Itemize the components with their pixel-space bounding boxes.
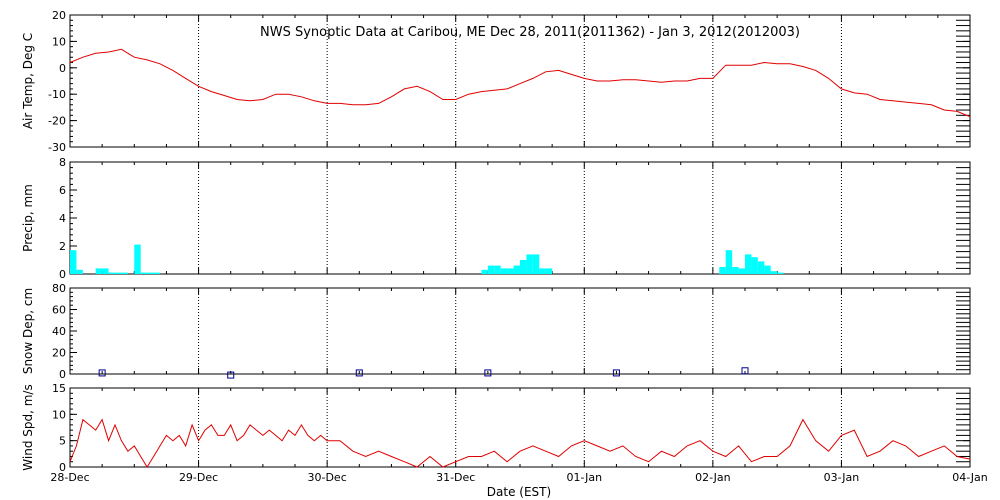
precip-bar	[494, 265, 501, 274]
precip-bar	[513, 265, 520, 274]
y-tick-label: 8	[59, 156, 66, 169]
y-tick-label: 10	[52, 408, 66, 421]
panel-2: 0 2 4 6 8 Precip, mm	[21, 156, 971, 281]
panel-4: 0 5 10 15 Wind Spd, m/s	[21, 382, 971, 474]
precip-bar	[770, 271, 778, 274]
precip-bar	[745, 254, 752, 274]
series-line	[69, 418, 971, 468]
snow-depth-point	[227, 371, 235, 379]
y-tick-label: 0	[59, 368, 66, 381]
precip-bar	[140, 272, 148, 274]
precip-bar	[153, 272, 160, 274]
precip-bar	[520, 260, 527, 274]
y-tick-label: 5	[59, 435, 66, 448]
precip-bar	[719, 267, 726, 274]
y-tick-label: 0	[59, 62, 66, 75]
x-tick-label: 03-Jan	[824, 471, 860, 484]
series-line	[69, 48, 971, 118]
precip-bar	[725, 250, 733, 274]
y-tick-label: -30	[48, 141, 66, 154]
y-tick-label: 20	[52, 9, 66, 22]
precip-bar	[134, 244, 141, 274]
panel-3: 0 20 40 60 80 Snow Dep, cm	[21, 282, 971, 381]
precip-bar	[147, 272, 154, 274]
x-tick-label: 01-Jan	[567, 471, 603, 484]
x-tick-label: 31-Dec	[436, 471, 475, 484]
snow-depth-point	[484, 369, 492, 377]
y-axis-label: Snow Dep, cm	[21, 288, 35, 374]
precip-bar	[738, 268, 745, 274]
precip-bar	[507, 268, 514, 274]
y-tick-label: 40	[52, 325, 66, 338]
plot-frame	[69, 161, 971, 275]
y-tick-label: -10	[48, 88, 66, 101]
precip-bar	[757, 261, 765, 274]
plot-frame	[69, 387, 971, 468]
y-tick-label: 0	[59, 268, 66, 281]
y-tick-label: 2	[59, 240, 66, 253]
precip-bar	[764, 265, 771, 274]
precip-bar	[500, 268, 508, 274]
precip-bar	[777, 272, 784, 274]
precip-bar	[539, 268, 546, 274]
snow-depth-point	[741, 367, 749, 375]
plot-frame	[69, 287, 971, 375]
y-tick-label: 80	[52, 282, 66, 295]
y-tick-label: 60	[52, 304, 66, 317]
precip-bar	[526, 254, 533, 274]
precip-bar	[481, 269, 488, 274]
chart-panels: -30 -20 -10 0 10 20 Air Temp, Deg C 0 2 4 6 8 Precip…	[21, 9, 988, 484]
y-tick-label: -20	[48, 115, 66, 128]
precip-bar	[121, 272, 128, 274]
x-tick-label: 30-Dec	[308, 471, 347, 484]
precip-bar	[76, 269, 83, 274]
precip-bar	[487, 265, 495, 274]
x-tick-label: 04-Jan	[952, 471, 988, 484]
panel-1: -30 -20 -10 0 10 20 Air Temp, Deg C	[21, 9, 971, 154]
y-axis-label: Precip, mm	[21, 184, 35, 252]
x-tick-label: 28-Dec	[50, 471, 89, 484]
y-tick-label: 6	[59, 184, 66, 197]
snow-depth-point	[355, 369, 363, 377]
y-tick-label: 4	[59, 212, 66, 225]
y-tick-label: 10	[52, 35, 66, 48]
precip-bar	[732, 267, 739, 274]
y-axis-label: Air Temp, Deg C	[21, 33, 35, 129]
precip-bar	[70, 250, 77, 274]
snow-depth-point	[98, 369, 106, 377]
x-tick-label: 02-Jan	[695, 471, 731, 484]
precip-bar	[102, 268, 109, 274]
x-tick-label: 29-Dec	[179, 471, 218, 484]
y-tick-label: 0	[59, 461, 66, 474]
chart-title: NWS Synoptic Data at Caribou, ME Dec 28,…	[260, 25, 800, 40]
precip-bar	[545, 268, 553, 274]
precip-bar	[115, 272, 122, 274]
precip-bar	[95, 268, 103, 274]
y-tick-label: 15	[52, 382, 66, 395]
precip-bar	[532, 254, 540, 274]
y-tick-label: 20	[52, 347, 66, 360]
y-axis-label: Wind Spd, m/s	[21, 384, 35, 470]
precip-bar	[751, 257, 758, 274]
x-axis-label: Date (EST)	[487, 485, 551, 499]
snow-depth-point	[612, 369, 620, 377]
precip-bar	[108, 272, 115, 274]
